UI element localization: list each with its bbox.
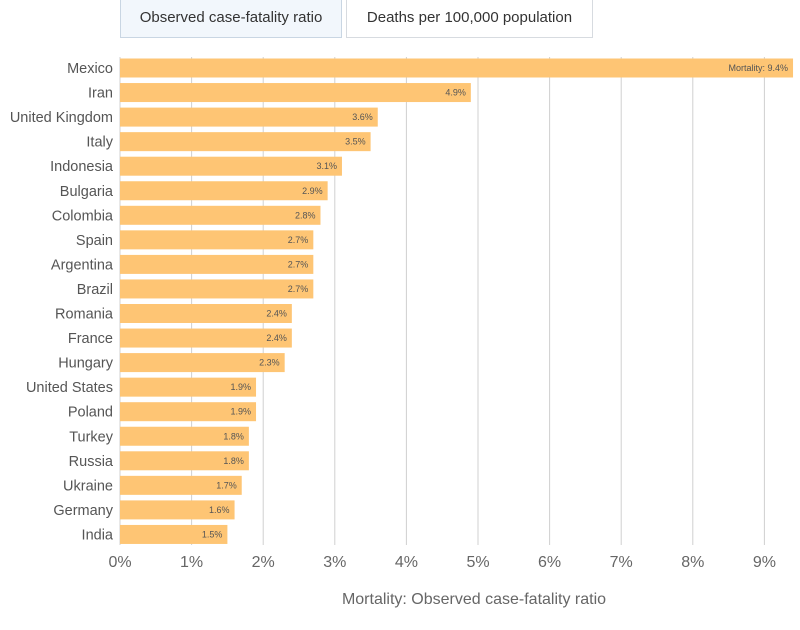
category-label: Poland [68,405,113,421]
bar[interactable] [120,107,378,127]
data-label: 1.8% [223,456,244,466]
data-label: 2.9% [302,186,323,196]
bar[interactable] [120,475,242,495]
x-tick-label: 1% [180,554,203,571]
category-label: Romania [55,307,114,323]
category-label: Indonesia [50,159,114,175]
data-label: 2.8% [295,210,316,220]
x-tick-label: 4% [395,554,418,571]
category-label: Argentina [51,257,114,273]
category-label: Hungary [58,356,114,372]
category-label: Spain [76,233,113,249]
bar[interactable] [120,451,249,471]
category-label: Brazil [77,282,113,298]
bar[interactable] [120,254,314,274]
data-label: 2.3% [259,358,280,368]
x-tick-label: 5% [466,554,489,571]
bar[interactable] [120,181,328,201]
category-label: United States [26,380,113,396]
data-label: 4.9% [445,88,466,98]
data-label: 2.7% [288,235,309,245]
data-label: 1.5% [202,529,223,539]
data-label: 1.6% [209,505,230,515]
category-label: India [82,527,114,543]
data-label: 1.9% [231,407,252,417]
x-tick-label: 3% [323,554,346,571]
bar[interactable] [120,524,228,544]
bar[interactable] [120,500,235,520]
data-label: 1.9% [231,382,252,392]
data-label: 2.7% [288,259,309,269]
bar[interactable] [120,83,471,103]
category-label: Iran [88,86,113,102]
category-label: Mexico [67,61,113,77]
x-tick-label: 0% [108,554,131,571]
category-label: Colombia [52,208,114,224]
bar[interactable] [120,58,794,78]
bar[interactable] [120,328,292,348]
x-tick-label: 7% [610,554,633,571]
data-label: 2.7% [288,284,309,294]
category-label: Italy [86,135,113,151]
bar[interactable] [120,402,257,422]
bar[interactable] [120,156,342,176]
bar[interactable] [120,304,292,323]
data-label: 3.5% [345,137,366,147]
bar[interactable] [120,377,257,397]
bar[interactable] [120,132,371,152]
category-label: Russia [69,454,114,470]
data-label: Mortality: 9.4% [729,63,789,73]
x-tick-label: 9% [753,554,776,571]
data-label: 2.4% [266,309,287,319]
category-label: United Kingdom [10,110,113,126]
bar[interactable] [120,205,321,225]
bar[interactable] [120,426,249,446]
category-label: Germany [53,503,113,519]
data-label: 1.8% [223,431,244,441]
category-label: France [68,331,113,347]
tab-deaths-per-100k[interactable]: Deaths per 100,000 population [346,0,593,38]
data-label: 1.7% [216,480,237,490]
x-tick-label: 6% [538,554,561,571]
bar[interactable] [120,230,314,250]
x-axis-title: Mortality: Observed case-fatality ratio [342,591,606,608]
x-tick-label: 2% [252,554,275,571]
category-label: Ukraine [63,478,113,494]
category-label: Turkey [69,429,114,445]
category-label: Bulgaria [60,184,114,200]
bar[interactable] [120,353,285,373]
x-tick-label: 8% [681,554,704,571]
data-label: 3.6% [352,112,373,122]
data-label: 3.1% [316,161,337,171]
data-label: 2.4% [266,333,287,343]
tab-observed-case-fatality[interactable]: Observed case-fatality ratio [120,0,342,38]
bar[interactable] [120,279,314,299]
